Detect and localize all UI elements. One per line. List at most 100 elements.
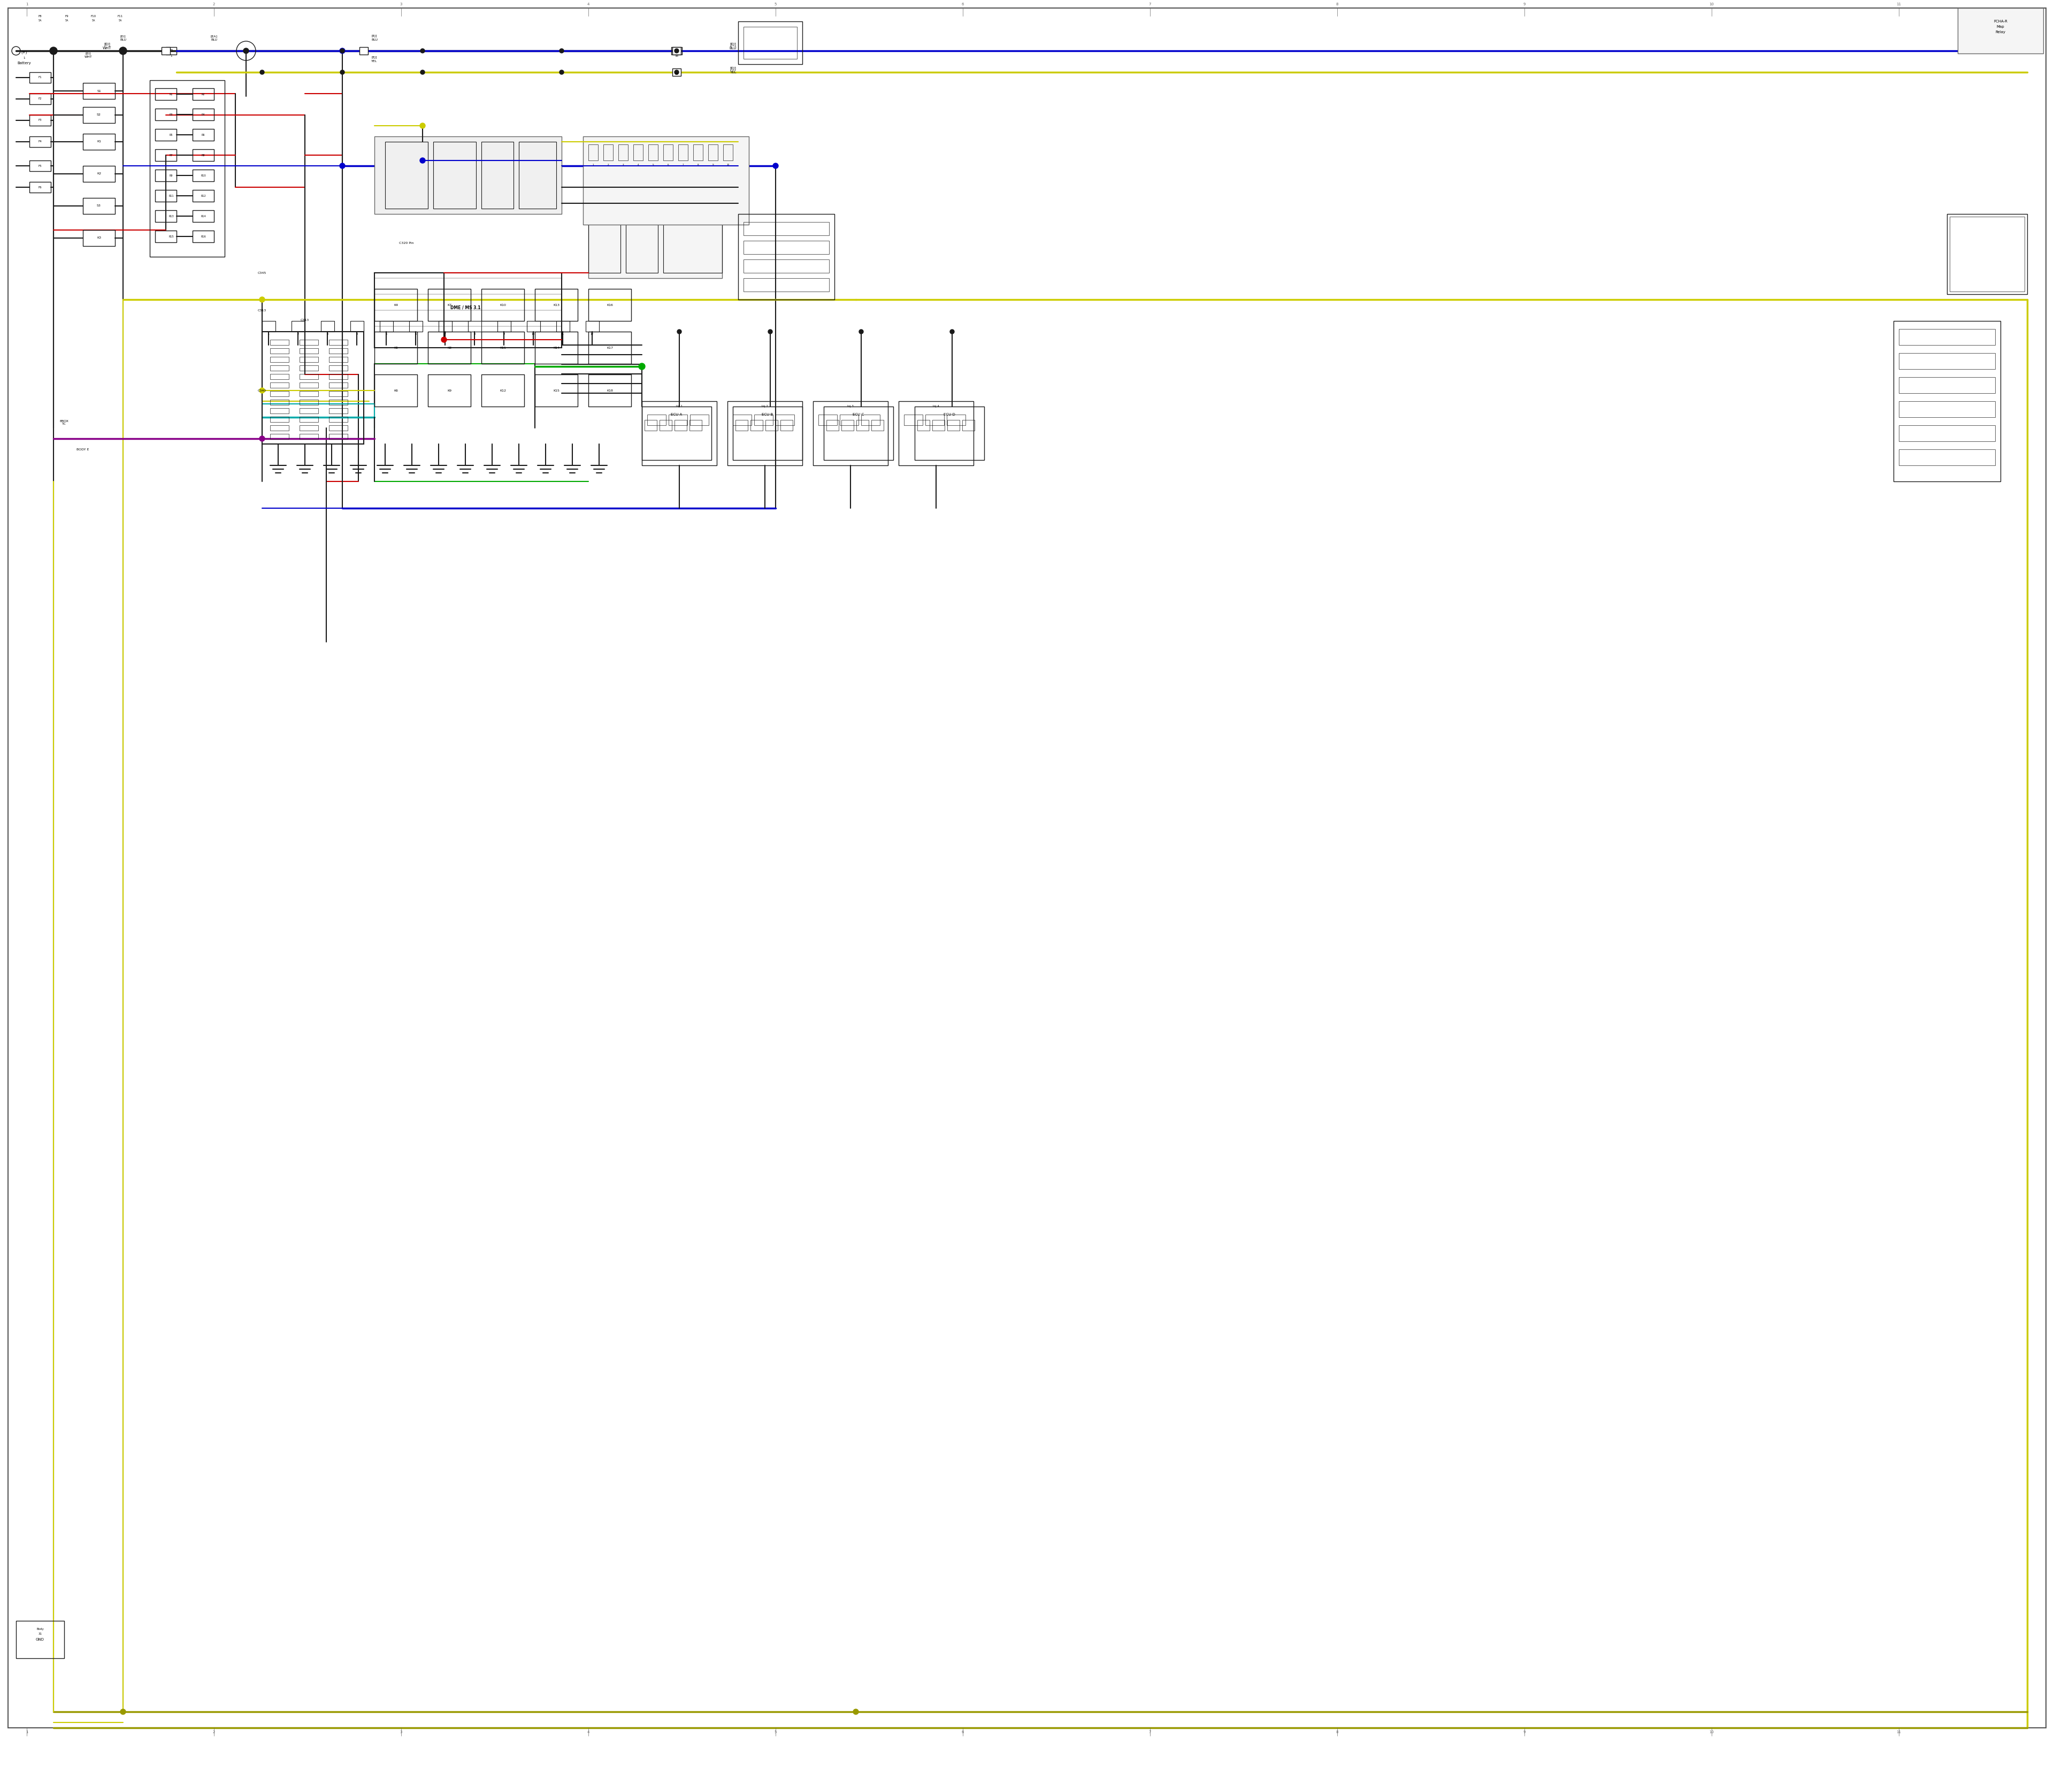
Bar bbox=[329, 409, 347, 414]
Bar bbox=[329, 418, 347, 423]
Text: EBOX
TC: EBOX TC bbox=[60, 419, 68, 425]
Bar bbox=[1949, 217, 2025, 292]
Bar bbox=[744, 27, 797, 59]
Bar bbox=[329, 382, 347, 387]
Bar bbox=[156, 231, 177, 242]
Text: F1: F1 bbox=[39, 77, 41, 79]
Bar bbox=[587, 213, 723, 278]
Bar bbox=[672, 47, 682, 54]
Bar bbox=[409, 321, 423, 332]
Bar bbox=[292, 321, 304, 332]
Bar bbox=[678, 145, 688, 161]
Bar bbox=[320, 321, 335, 332]
Text: R2: R2 bbox=[201, 93, 205, 95]
Bar bbox=[481, 375, 524, 407]
Bar bbox=[744, 278, 830, 292]
Text: R13: R13 bbox=[168, 215, 175, 217]
Bar bbox=[947, 419, 959, 430]
Bar bbox=[29, 115, 51, 125]
Circle shape bbox=[442, 337, 446, 342]
Circle shape bbox=[421, 70, 425, 73]
Bar bbox=[618, 145, 629, 161]
Bar bbox=[670, 414, 688, 425]
Text: 3: 3 bbox=[401, 1731, 403, 1733]
Text: C313: C313 bbox=[300, 319, 310, 321]
Bar bbox=[156, 129, 177, 142]
Bar bbox=[663, 219, 723, 272]
Bar bbox=[166, 47, 177, 54]
Bar bbox=[659, 419, 672, 430]
Bar bbox=[193, 129, 214, 142]
Text: 1: 1 bbox=[25, 1731, 29, 1733]
Bar bbox=[374, 375, 417, 407]
Text: 11: 11 bbox=[1896, 1731, 1902, 1733]
Text: K6: K6 bbox=[394, 389, 398, 392]
Bar bbox=[1898, 425, 1994, 441]
Circle shape bbox=[768, 330, 772, 333]
Text: 4: 4 bbox=[587, 2, 589, 5]
Bar bbox=[29, 93, 51, 104]
Bar bbox=[1947, 213, 2027, 294]
Text: Inj 4: Inj 4 bbox=[933, 405, 939, 409]
Bar bbox=[754, 414, 772, 425]
Bar bbox=[16, 1620, 64, 1658]
Bar bbox=[374, 332, 417, 364]
Text: F3: F3 bbox=[39, 118, 41, 122]
Text: F4: F4 bbox=[39, 140, 41, 143]
Text: F6: F6 bbox=[39, 186, 41, 188]
Text: GND: GND bbox=[35, 1638, 45, 1641]
Text: 5A: 5A bbox=[92, 20, 94, 22]
Bar bbox=[914, 407, 984, 461]
Bar bbox=[263, 403, 374, 439]
Bar bbox=[271, 357, 290, 362]
Bar bbox=[300, 400, 318, 405]
Text: 7: 7 bbox=[1148, 2, 1150, 5]
Text: S1: S1 bbox=[97, 90, 101, 91]
Text: K7: K7 bbox=[448, 303, 452, 306]
Bar bbox=[193, 149, 214, 161]
Text: C320 Pin: C320 Pin bbox=[398, 242, 413, 246]
Bar bbox=[300, 409, 318, 414]
Bar bbox=[813, 401, 887, 466]
Bar bbox=[359, 47, 368, 54]
Bar bbox=[587, 219, 620, 272]
Bar bbox=[162, 47, 170, 54]
Bar bbox=[156, 109, 177, 120]
Circle shape bbox=[259, 297, 265, 303]
Bar bbox=[904, 414, 922, 425]
Bar bbox=[709, 145, 717, 161]
Bar bbox=[271, 391, 290, 396]
Bar bbox=[374, 289, 417, 321]
Bar bbox=[271, 340, 290, 346]
Bar bbox=[82, 229, 115, 246]
Text: 4: 4 bbox=[587, 1731, 589, 1733]
Bar bbox=[674, 419, 686, 430]
Bar bbox=[497, 321, 511, 332]
Bar bbox=[585, 321, 600, 332]
Bar bbox=[647, 414, 665, 425]
Circle shape bbox=[341, 48, 345, 54]
Circle shape bbox=[259, 387, 265, 392]
Text: F5: F5 bbox=[39, 165, 41, 167]
Bar bbox=[329, 357, 347, 362]
Text: Inj 2: Inj 2 bbox=[762, 405, 768, 409]
Text: R5: R5 bbox=[168, 133, 173, 136]
Text: R11: R11 bbox=[168, 195, 175, 197]
Text: F10: F10 bbox=[90, 14, 97, 18]
Bar bbox=[583, 136, 750, 224]
Bar bbox=[271, 418, 290, 423]
Text: K4: K4 bbox=[394, 303, 398, 306]
Text: K2: K2 bbox=[97, 172, 101, 176]
Bar bbox=[156, 210, 177, 222]
Text: [EJ]: [EJ] bbox=[729, 66, 735, 70]
Bar bbox=[271, 366, 290, 371]
Bar bbox=[733, 414, 752, 425]
Bar bbox=[193, 190, 214, 202]
Bar bbox=[271, 434, 290, 439]
Bar bbox=[193, 210, 214, 222]
Bar bbox=[587, 145, 598, 161]
Bar bbox=[961, 419, 974, 430]
Text: YEL: YEL bbox=[729, 70, 735, 73]
Bar bbox=[329, 391, 347, 396]
Bar bbox=[744, 222, 830, 235]
